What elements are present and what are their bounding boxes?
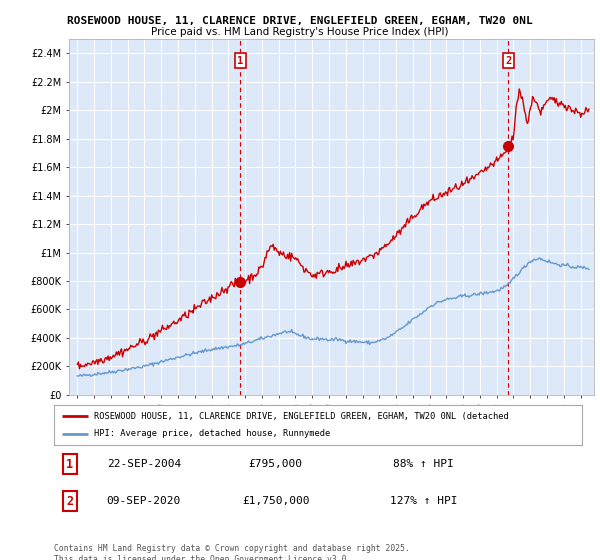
- Text: 22-SEP-2004: 22-SEP-2004: [107, 459, 181, 469]
- Text: HPI: Average price, detached house, Runnymede: HPI: Average price, detached house, Runn…: [94, 430, 330, 438]
- Text: 09-SEP-2020: 09-SEP-2020: [107, 496, 181, 506]
- Text: ROSEWOOD HOUSE, 11, CLARENCE DRIVE, ENGLEFIELD GREEN, EGHAM, TW20 0NL (detached: ROSEWOOD HOUSE, 11, CLARENCE DRIVE, ENGL…: [94, 412, 508, 421]
- Text: Contains HM Land Registry data © Crown copyright and database right 2025.
This d: Contains HM Land Registry data © Crown c…: [54, 544, 410, 560]
- Text: 2: 2: [505, 55, 511, 66]
- Text: £795,000: £795,000: [249, 459, 303, 469]
- Text: 1: 1: [237, 55, 244, 66]
- Text: £1,750,000: £1,750,000: [242, 496, 310, 506]
- Text: 88% ↑ HPI: 88% ↑ HPI: [393, 459, 454, 469]
- Text: Price paid vs. HM Land Registry's House Price Index (HPI): Price paid vs. HM Land Registry's House …: [151, 27, 449, 37]
- Text: ROSEWOOD HOUSE, 11, CLARENCE DRIVE, ENGLEFIELD GREEN, EGHAM, TW20 0NL: ROSEWOOD HOUSE, 11, CLARENCE DRIVE, ENGL…: [67, 16, 533, 26]
- Text: 2: 2: [66, 494, 73, 508]
- Text: 1: 1: [66, 458, 73, 471]
- Text: 127% ↑ HPI: 127% ↑ HPI: [390, 496, 457, 506]
